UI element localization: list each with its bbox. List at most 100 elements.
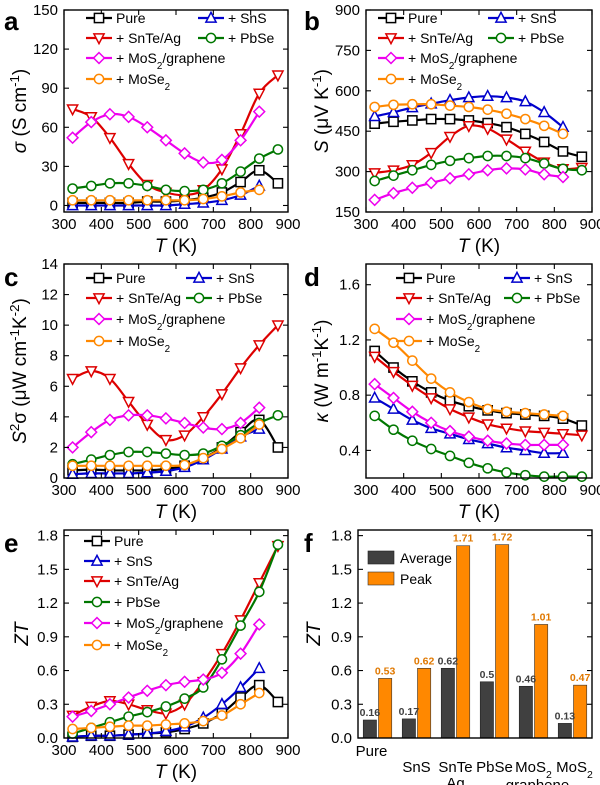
data-point: [406, 98, 418, 110]
data-point: [159, 411, 173, 425]
legend-marker: [91, 639, 103, 651]
x-axis-label: T (K): [155, 502, 197, 523]
data-point: [160, 194, 172, 206]
data-point: [215, 422, 229, 436]
y-tick-label: 0.6: [331, 663, 352, 680]
data-point: [252, 401, 266, 415]
legend-marker: [92, 293, 106, 306]
data-point: [178, 146, 192, 160]
legend: Pure+ SnS+ SnTe/Ag+ PbSe+ MoS2/graphene+…: [86, 10, 275, 93]
data-point: [500, 134, 513, 147]
data-point: [215, 389, 229, 402]
data-point: [216, 710, 228, 721]
data-point: [519, 407, 531, 419]
legend: Pure+ SnS+ SnTe/Ag+ PbSe+ MoS2/graphene+…: [86, 270, 263, 355]
plot-frame: [357, 529, 593, 739]
series-b-3: [369, 150, 588, 187]
category-label: Ag: [446, 775, 464, 785]
data-point: [215, 697, 229, 710]
data-point: [197, 184, 209, 196]
x-tick-label: 300: [51, 216, 76, 233]
y-tick-label: 0.0: [331, 730, 352, 747]
data-point: [463, 101, 475, 113]
data-point: [272, 177, 284, 189]
x-axis-label: T (K): [155, 762, 197, 783]
data-point: [197, 452, 209, 464]
data-point: [235, 698, 246, 710]
data-point: [576, 164, 588, 176]
x-tick-label: 500: [429, 482, 454, 499]
legend-marker: [193, 292, 205, 304]
data-point: [405, 412, 419, 425]
data-point: [141, 706, 153, 718]
legend-label: Average: [400, 550, 452, 566]
legend-label: + SnS: [216, 270, 255, 286]
legend-label: + PbSe: [216, 290, 263, 306]
series-line: [72, 169, 279, 205]
bar-peak: [456, 545, 471, 739]
data-point: [67, 460, 78, 472]
data-point: [122, 396, 135, 409]
category-label: SnS: [402, 759, 430, 776]
x-tick-label: 800: [238, 482, 263, 499]
data-point: [103, 132, 117, 145]
data-point: [538, 158, 550, 169]
bar-average: [401, 718, 416, 739]
series-d-5: [369, 323, 569, 422]
legend: Pure+ SnS+ SnTe/Ag+ PbSe+ MoS2/graphene+…: [378, 10, 565, 93]
legend-label: + MoS2/graphene: [114, 615, 224, 637]
legend-marker: [494, 10, 508, 23]
data-point: [272, 539, 284, 550]
data-point: [444, 450, 456, 462]
data-point: [252, 340, 266, 353]
x-tick-label: 900: [579, 216, 600, 233]
data-point: [518, 146, 532, 159]
data-point: [235, 176, 246, 188]
legend-marker: [93, 335, 105, 347]
legend: Pure+ SnS+ SnTe/Ag+ PbSe+ MoS2/graphene+…: [396, 270, 581, 355]
data-point: [122, 691, 136, 704]
legend-marker: [384, 33, 398, 46]
panel-letter: c: [4, 262, 18, 292]
data-point: [537, 105, 551, 118]
y-tick-label: 150: [335, 204, 360, 221]
data-point: [444, 155, 456, 167]
data-point: [369, 410, 381, 422]
series-line: [72, 418, 279, 472]
data-point: [234, 416, 248, 430]
data-point: [443, 424, 457, 438]
legend-marker: [384, 51, 398, 65]
data-point: [576, 151, 588, 163]
y-tick-label: 600: [335, 83, 360, 100]
series-b-0: [369, 113, 588, 163]
panel-letter: d: [304, 262, 320, 292]
data-point: [272, 442, 284, 453]
data-point: [196, 156, 210, 169]
data-point: [388, 99, 399, 111]
data-point: [424, 176, 438, 190]
y-tick-label: 30: [41, 158, 58, 175]
data-point: [387, 186, 400, 200]
panel-f: 0.16 0.53 0.17 0.62 0.62 1.71 0.5 1.72 0.46 1.01 0…: [304, 528, 593, 785]
legend-marker: [510, 270, 524, 283]
legend-label: + SnS: [518, 10, 557, 26]
data-point: [501, 150, 512, 162]
y-tick-label: 1.8: [331, 528, 352, 545]
legend-label: + MoSe2: [426, 333, 480, 355]
data-point: [252, 617, 266, 631]
legend-marker: [91, 535, 103, 547]
x-tick-label: 400: [89, 482, 114, 499]
legend-label: + SnTe/Ag: [408, 30, 473, 46]
x-tick-label: 700: [504, 216, 529, 233]
data-point: [556, 170, 570, 184]
legend-label: + MoSe2: [116, 71, 170, 93]
legend-swatch-average: [367, 550, 395, 565]
series-c-5: [67, 419, 265, 472]
data-point: [519, 113, 531, 125]
series-b-4: [368, 161, 570, 207]
panel-letter: b: [304, 6, 320, 36]
data-point: [538, 471, 550, 482]
x-tick-label: 400: [391, 482, 416, 499]
panel-a: 300 400 500 600 700 800 900 0 30 60 90 120 150 T (K) σ…: [4, 2, 301, 257]
legend-marker: [403, 272, 415, 284]
